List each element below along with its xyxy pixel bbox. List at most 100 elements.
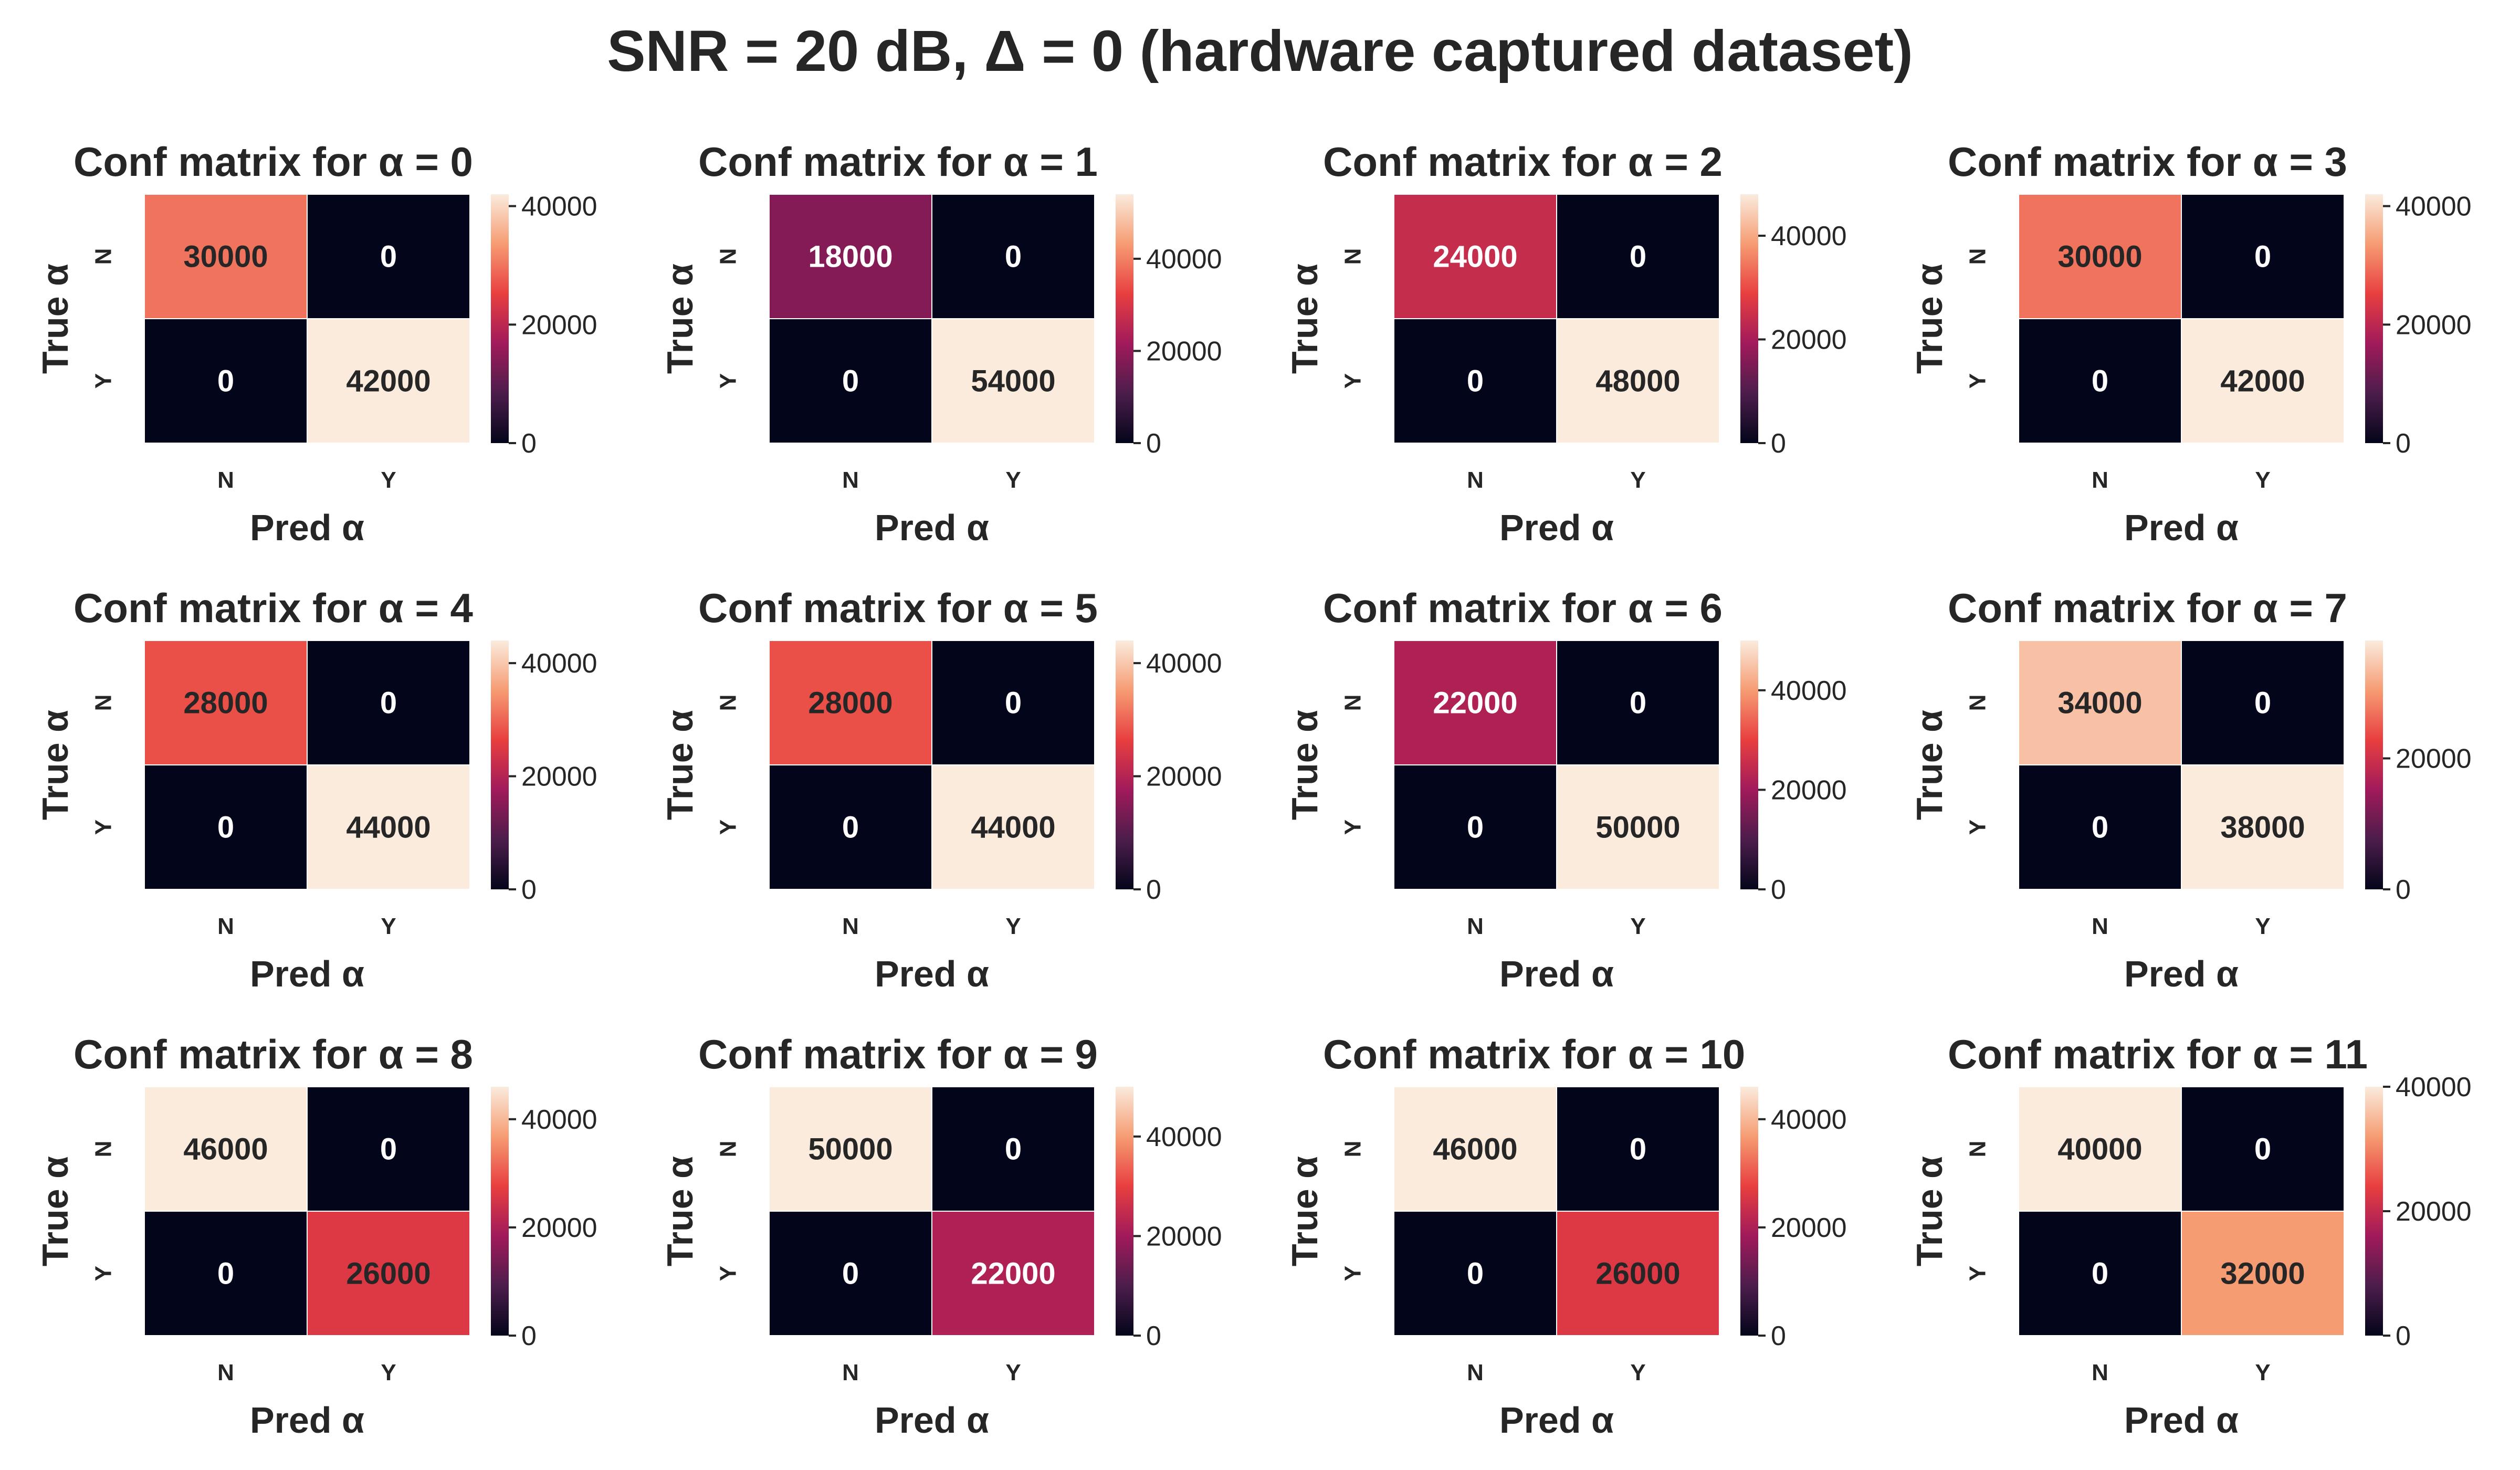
panel-title: Conf matrix for α = 5 [698, 585, 1098, 631]
heatmap-cell [2018, 1086, 2182, 1212]
y-tick-label: Y [1340, 1266, 1366, 1281]
heatmap-cell [2181, 1086, 2345, 1212]
colorbar-tick-label: 20000 [521, 1213, 597, 1243]
y-tick-label: Y [91, 1266, 117, 1281]
x-tick-label: N [1467, 1360, 1484, 1385]
y-tick-label: N [716, 695, 741, 711]
colorbar-tick-label: 40000 [1771, 221, 1847, 251]
y-tick-label: Y [716, 373, 741, 388]
colorbar-tick-label: 20000 [1146, 1221, 1222, 1252]
colorbar-tick-label: 0 [2396, 875, 2411, 905]
y-tick-label: N [1340, 695, 1366, 711]
cell-value-label: 44000 [971, 811, 1055, 845]
colorbar-tick-label: 0 [1771, 1321, 1786, 1351]
x-axis-label: Pred α [1499, 953, 1614, 994]
panel-title: Conf matrix for α = 0 [74, 139, 473, 185]
y-tick-label: Y [91, 820, 117, 835]
colorbar-tick-label: 0 [1146, 875, 1161, 905]
colorbar-tick-label: 0 [2396, 428, 2411, 459]
heatmap-cell [1556, 764, 1720, 890]
heatmap-cell [144, 194, 308, 319]
x-tick-label: N [217, 914, 234, 939]
heatmap-cell [769, 318, 932, 444]
colorbar [491, 194, 509, 443]
cell-value-label: 0 [1630, 686, 1646, 720]
cell-value-label: 0 [1467, 811, 1484, 845]
colorbar [1740, 194, 1758, 443]
y-tick-label: N [91, 1141, 117, 1158]
cell-value-label: 0 [2092, 811, 2108, 845]
heatmap-cell [1393, 1086, 1557, 1212]
x-tick-label: Y [1630, 914, 1645, 939]
cell-value-label: 42000 [346, 364, 430, 398]
cell-value-label: 0 [1005, 1132, 1022, 1167]
colorbar-tick-label: 0 [521, 875, 537, 905]
x-tick-label: Y [381, 914, 396, 939]
cell-value-label: 0 [380, 240, 397, 274]
confusion-matrix-panel: Conf matrix for α = 2 24000 0 0 48000 N Y Pred … [1284, 139, 1847, 548]
y-tick-label: Y [716, 820, 741, 835]
colorbar [2365, 194, 2383, 443]
x-tick-label: N [2092, 914, 2108, 939]
heatmap-cell [769, 764, 932, 890]
colorbar-tick-label: 20000 [2396, 310, 2472, 340]
cell-value-label: 0 [842, 1257, 859, 1291]
x-tick-label: Y [2255, 1360, 2270, 1385]
cell-value-label: 46000 [1433, 1132, 1517, 1167]
confusion-matrix-panel: Conf matrix for α = 1 18000 0 0 54000 N Y Pred … [659, 139, 1222, 548]
panel-title: Conf matrix for α = 8 [74, 1031, 473, 1077]
y-axis-label: True α [35, 1156, 76, 1266]
x-tick-label: N [2092, 467, 2108, 493]
heatmap-cell [2018, 640, 2182, 765]
y-tick-label: Y [1340, 373, 1366, 388]
x-tick-label: Y [1630, 467, 1645, 493]
confusion-matrix-panel: Conf matrix for α = 8 46000 0 0 26000 N Y Pred … [35, 1031, 597, 1441]
heatmap-cell [931, 640, 1095, 765]
cell-value-label: 38000 [2220, 811, 2305, 845]
colorbar-tick-label: 40000 [521, 648, 597, 679]
colorbar [491, 1087, 509, 1336]
cell-value-label: 0 [217, 364, 234, 398]
colorbar [1116, 1087, 1133, 1336]
colorbar-tick-label: 20000 [1771, 325, 1847, 355]
cell-value-label: 0 [2092, 1257, 2108, 1291]
colorbar [2365, 1087, 2383, 1336]
x-tick-label: Y [1005, 467, 1021, 493]
y-axis-label: True α [1909, 710, 1950, 820]
heatmap-cell [307, 764, 470, 890]
colorbar-tick-label: 40000 [1146, 244, 1222, 275]
colorbar-tick-label: 40000 [1146, 1122, 1222, 1152]
heatmap-cell [2181, 640, 2345, 765]
x-tick-label: N [842, 1360, 859, 1385]
colorbar-tick-label: 40000 [2396, 192, 2472, 222]
cell-value-label: 32000 [2220, 1257, 2305, 1291]
colorbar [2365, 640, 2383, 889]
heatmap-cell [1556, 1211, 1720, 1336]
cell-value-label: 34000 [2057, 686, 2142, 720]
panel-title: Conf matrix for α = 4 [74, 585, 473, 631]
heatmap-cell [1556, 640, 1720, 765]
y-axis-label: True α [659, 1156, 700, 1266]
cell-value-label: 0 [1005, 240, 1022, 274]
y-tick-label: Y [1340, 820, 1366, 835]
confusion-matrix-panel: Conf matrix for α = 5 28000 0 0 44000 N Y Pred … [659, 585, 1222, 994]
cell-value-label: 50000 [808, 1132, 892, 1167]
panel-title: Conf matrix for α = 11 [1948, 1031, 2368, 1077]
colorbar-tick-label: 40000 [521, 192, 597, 222]
x-tick-label: N [1467, 467, 1484, 493]
y-tick-label: N [716, 1141, 741, 1158]
colorbar-tick-label: 20000 [521, 762, 597, 792]
x-tick-label: N [217, 1360, 234, 1385]
colorbar-tick-label: 0 [521, 428, 537, 459]
y-tick-label: N [1340, 248, 1366, 265]
colorbar-tick-label: 20000 [1771, 775, 1847, 805]
x-tick-label: Y [1630, 1360, 1645, 1385]
heatmap-cell [2018, 1211, 2182, 1336]
panel-title: Conf matrix for α = 1 [698, 139, 1098, 185]
y-tick-label: Y [716, 1266, 741, 1281]
heatmap-cell [2181, 318, 2345, 444]
colorbar-tick-label: 20000 [1146, 762, 1222, 792]
x-axis-label: Pred α [2124, 953, 2239, 994]
heatmap-cell [931, 318, 1095, 444]
